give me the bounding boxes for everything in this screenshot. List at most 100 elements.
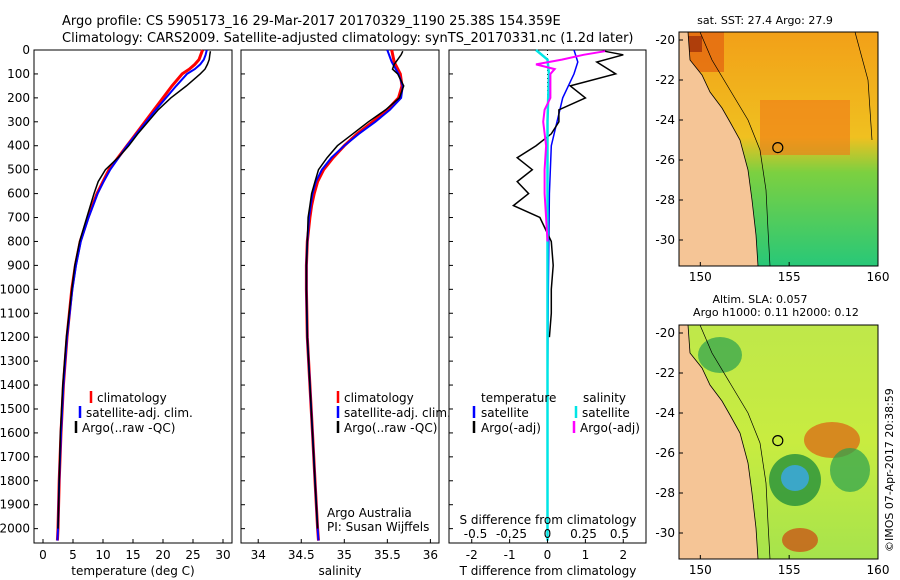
s-tick-label: 0.25 — [570, 527, 597, 541]
x-tick-label: -1 — [504, 548, 516, 562]
s-tick-label: 0 — [544, 527, 552, 541]
depth-tick-label: 400 — [7, 139, 30, 153]
depth-tick-label: 1100 — [0, 306, 30, 320]
depth-tick-label: 1900 — [0, 498, 30, 512]
x-tick-label: -2 — [466, 548, 478, 562]
x-tick-label: 15 — [125, 548, 140, 562]
sla-map-title-2: Argo h1000: 0.11 h2000: 0.12 — [693, 306, 859, 319]
depth-tick-label: 1700 — [0, 450, 30, 464]
argo-float-marker — [772, 142, 784, 154]
salinity-axes — [240, 49, 440, 544]
annotation-argo-australia: Argo Australia — [327, 506, 412, 520]
legend-label-argo: Argo(..raw -QC) — [344, 421, 437, 435]
sla-low-eddy-core — [781, 465, 809, 491]
t-difference-xlabel: T difference from climatology — [459, 564, 637, 578]
legend-label-t-satellite: satellite — [481, 406, 529, 420]
legend-label-climatology: climatology — [97, 391, 167, 405]
sst-bathymetry-contour — [699, 31, 771, 267]
salinity-plot: 34 34.5 35 35.5 36 salinity climatology sate… — [251, 49, 451, 578]
sst-warm-patch — [760, 100, 850, 155]
series-line-climatology — [304, 49, 404, 541]
x-tick-label: 25 — [185, 548, 200, 562]
sla-coastline — [687, 324, 759, 560]
depth-tick-label: 1600 — [0, 426, 30, 440]
lon-tick-label: 150 — [689, 563, 712, 577]
temperature-xlabel: temperature (deg C) — [71, 564, 194, 578]
legend-label-argo: Argo(..raw -QC) — [82, 421, 175, 435]
x-tick-label: 10 — [95, 548, 110, 562]
sla-map-title-1: Altim. SLA: 0.057 — [712, 293, 807, 306]
series-line-satellite-adj-clim- — [305, 49, 404, 541]
depth-tick-label: 100 — [7, 67, 30, 81]
temperature-plot: 0 5 10 15 20 25 30 temperature (deg C) climato… — [39, 49, 231, 578]
lat-tick-label: -22 — [655, 73, 675, 87]
depth-tick-label: 1500 — [0, 402, 30, 416]
series-line-t-argo-adj- — [511, 50, 624, 338]
sla-map: Altim. SLA: 0.057 Argo h1000: 0.11 h2000… — [655, 293, 889, 577]
legend-title-salinity: salinity — [583, 391, 626, 405]
salinity-legend: climatology satellite-adj. clim. Argo(..… — [336, 391, 451, 435]
x-tick-label: 34 — [251, 548, 266, 562]
depth-tick-label: 1200 — [0, 330, 30, 344]
lat-tick-label: -26 — [655, 153, 675, 167]
sst-map: sat. SST: 27.4 Argo: 27.9 150 155 160 -20 -2… — [655, 14, 889, 284]
sst-land — [679, 32, 758, 266]
depth-tick-label: 200 — [7, 91, 30, 105]
lon-tick-label: 155 — [778, 270, 801, 284]
salinity-xlabel: salinity — [318, 564, 361, 578]
depth-tick-label: 800 — [7, 234, 30, 248]
depth-tick-label: 300 — [7, 115, 30, 129]
sla-bathymetry-contour — [699, 324, 771, 560]
legend-label-s-argo: Argo(-adj) — [580, 421, 640, 435]
lon-tick-label: 160 — [867, 563, 890, 577]
lat-tick-label: -20 — [655, 326, 675, 340]
sla-low-eddy-2 — [830, 448, 870, 492]
lat-tick-label: -30 — [655, 233, 675, 247]
series-line-climatology — [55, 49, 205, 541]
x-tick-label: 0 — [544, 548, 552, 562]
x-tick-label: 34.5 — [288, 548, 315, 562]
lat-tick-label: -30 — [655, 526, 675, 540]
lat-tick-label: -28 — [655, 193, 675, 207]
depth-tick-label: 2000 — [0, 522, 30, 536]
legend-title-temperature: temperature — [481, 391, 556, 405]
s-tick-label: 0.5 — [610, 527, 629, 541]
x-tick-label: 36 — [423, 548, 438, 562]
argo-float-marker — [772, 435, 784, 447]
depth-axis: 0 100 200 300 400 500 600 700 800 900 1000 1100 1200… — [0, 43, 453, 536]
lat-tick-label: -24 — [655, 113, 675, 127]
x-tick-label: 20 — [155, 548, 170, 562]
x-tick-label: 35 — [337, 548, 352, 562]
s-difference-label: S difference from climatology — [460, 513, 637, 527]
depth-tick-label: 1000 — [0, 282, 30, 296]
sla-map-frame — [678, 324, 879, 560]
x-tick-label: 2 — [619, 548, 627, 562]
depth-tick-label: 900 — [7, 258, 30, 272]
lat-tick-label: -24 — [655, 406, 675, 420]
x-tick-label: 35.5 — [374, 548, 401, 562]
series-line-s-argo-adj- — [535, 50, 606, 242]
x-tick-label: 1 — [582, 548, 590, 562]
depth-tick-label: 700 — [7, 211, 30, 225]
series-line-s-satellite — [535, 49, 551, 541]
depth-tick-label: 1800 — [0, 474, 30, 488]
lon-tick-label: 150 — [689, 270, 712, 284]
lat-tick-label: -20 — [655, 33, 675, 47]
depth-tick-label: 500 — [7, 163, 30, 177]
lon-tick-label: 155 — [778, 563, 801, 577]
sla-land — [679, 325, 758, 559]
lon-tick-label: 160 — [867, 270, 890, 284]
lat-tick-label: -26 — [655, 446, 675, 460]
lat-tick-label: -28 — [655, 486, 675, 500]
x-tick-label: 5 — [69, 548, 77, 562]
depth-tick-label: 1300 — [0, 354, 30, 368]
difference-plot: -2 -1 0 1 2 -0.5 -0.25 0 0.25 0.5 S difference f… — [459, 49, 640, 578]
annotation-pi: PI: Susan Wijffels — [327, 520, 429, 534]
credit-label: ©IMOS 07-Apr-2017 20:38:59 — [883, 388, 896, 552]
series-line-argo-raw-qc- — [57, 51, 212, 529]
depth-tick-label: 1400 — [0, 378, 30, 392]
legend-label-climatology: climatology — [344, 391, 414, 405]
legend-label-satellite: satellite-adj. clim. — [344, 406, 451, 420]
x-tick-label: 0 — [39, 548, 47, 562]
sla-high-eddy-2 — [782, 528, 818, 552]
